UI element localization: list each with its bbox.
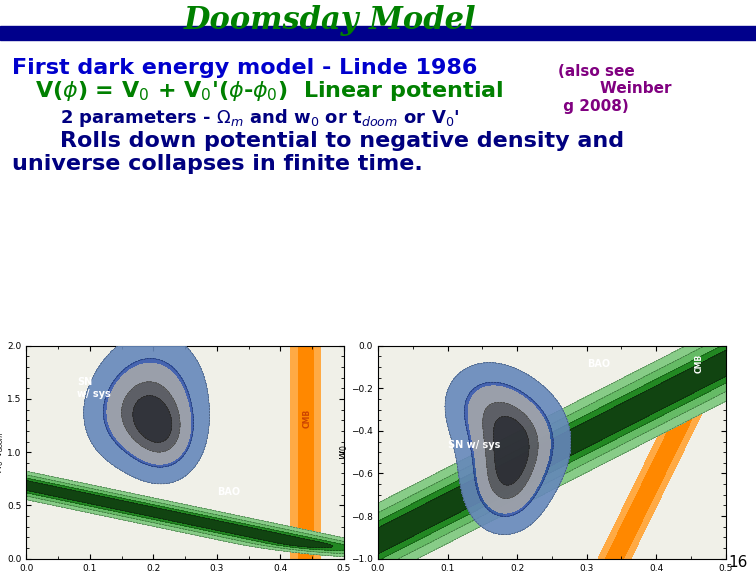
Text: CMB: CMB [695, 354, 704, 373]
Text: V($\phi$) = V$_0$ + V$_0$'($\phi$-$\phi_0$)  Linear potential: V($\phi$) = V$_0$ + V$_0$'($\phi$-$\phi_… [35, 79, 503, 103]
Text: universe collapses in finite time.: universe collapses in finite time. [12, 154, 423, 174]
Text: SN
w/ sys: SN w/ sys [77, 377, 111, 399]
Bar [0, 26, 756, 40]
Y-axis label: $H_0\ \tau_{doom}$: $H_0\ \tau_{doom}$ [0, 431, 6, 473]
Text: BAO: BAO [587, 359, 610, 369]
Text: BAO: BAO [217, 487, 240, 497]
Y-axis label: $w_0$: $w_0$ [338, 445, 350, 460]
Text: (also see
        Weinber
 g 2008): (also see Weinber g 2008) [558, 64, 671, 114]
Text: 2 parameters - $\Omega_m$ and w$_0$ or t$_{doom}$ or V$_0$': 2 parameters - $\Omega_m$ and w$_0$ or t… [60, 107, 460, 129]
Text: Rolls down potential to negative density and: Rolls down potential to negative density… [60, 131, 624, 151]
Text: SN w/ sys: SN w/ sys [448, 440, 500, 450]
Text: First dark energy model - Linde 1986: First dark energy model - Linde 1986 [12, 58, 477, 78]
Text: 16: 16 [729, 555, 748, 570]
Text: CMB: CMB [302, 408, 311, 427]
Text: Doomsday Model: Doomsday Model [184, 6, 476, 36]
